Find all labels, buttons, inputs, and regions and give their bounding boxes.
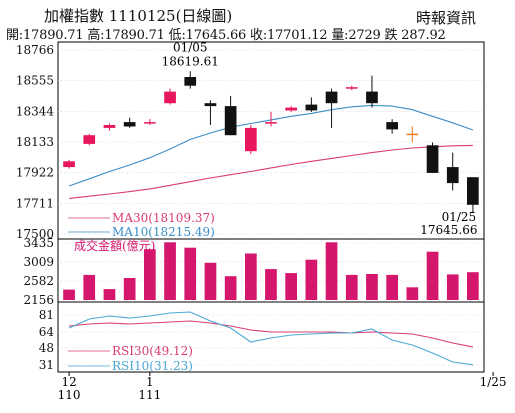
x-tick-label: 1 — [146, 375, 154, 389]
volume-bar — [345, 274, 358, 300]
rsi-line-rsi30 — [69, 320, 474, 348]
y-axis-labels: 17500 17711 17922 18133 18344 18555 18766 2156 2… — [16, 43, 55, 372]
y-tick-label: 48 — [39, 341, 54, 355]
low-annotation-date: 01/25 — [442, 210, 477, 224]
candle-body — [164, 91, 176, 104]
candle-body — [325, 91, 338, 104]
y-tick-label: 31 — [39, 358, 54, 372]
y-tick-label: 18555 — [16, 74, 54, 88]
volume-bar — [144, 249, 156, 300]
volume-bar — [386, 274, 398, 300]
y-tick-label: 2156 — [23, 293, 54, 307]
candle-body — [305, 104, 318, 111]
source-label: 時報資訊 — [416, 9, 477, 27]
volume-bar — [305, 259, 318, 300]
y-tick-label: 17500 — [16, 227, 54, 241]
candle-body — [446, 167, 459, 184]
candle-body — [184, 77, 197, 86]
rsi30-legend: RSI30(49.12) — [112, 344, 193, 358]
candle-body — [285, 107, 297, 111]
high-annotation-value: 18619.61 — [162, 54, 219, 68]
y-tick-label: 18133 — [16, 135, 54, 149]
ma30-legend: MA30(18109.37) — [112, 211, 215, 225]
y-tick-label: 2582 — [23, 274, 54, 288]
volume-bar — [446, 274, 459, 300]
candle-body — [467, 177, 479, 205]
y-tick-label: 17711 — [16, 196, 54, 210]
y-tick-label: 18344 — [16, 104, 55, 118]
high-annotation-date: 01/05 — [173, 40, 208, 54]
candle-body — [144, 122, 156, 124]
volume-bars — [63, 242, 479, 300]
candle-body — [83, 135, 96, 144]
candle-body — [366, 91, 378, 104]
x-tick-label: 110 — [58, 388, 81, 402]
volume-bar — [63, 289, 75, 300]
candle-body — [345, 87, 358, 89]
low-annotation-value: 17645.66 — [420, 223, 477, 237]
candle-body — [103, 125, 116, 128]
volume-bar — [123, 278, 136, 300]
candle-body — [386, 122, 398, 130]
candle-body — [426, 145, 439, 173]
candlesticks — [63, 71, 479, 213]
chart-labels: MA30(18109.37)MA10(18215.49)成交金額(億元) RSI3… — [68, 40, 478, 373]
stats-line: 開:17890.71 高:17890.71 低:17645.66 收:17701… — [6, 28, 446, 43]
volume-bar — [103, 289, 116, 300]
volume-bar — [184, 247, 197, 300]
candle-body — [245, 127, 257, 152]
y-tick-label: 64 — [39, 325, 55, 339]
volume-bar — [265, 269, 277, 300]
volume-title: 成交金額(億元) — [74, 238, 155, 253]
y-tick-label: 17922 — [16, 166, 54, 180]
rsi-lines — [68, 311, 474, 366]
x-tick-label: 111 — [138, 388, 161, 402]
rsi-line-rsi10 — [68, 311, 473, 366]
volume-bar — [164, 242, 176, 300]
plot-border — [57, 41, 485, 373]
chart-frame — [57, 41, 485, 373]
volume-bar — [467, 272, 479, 300]
x-tick-label: 1/25 — [480, 375, 507, 389]
candle-body — [123, 122, 136, 127]
volume-bar — [224, 276, 237, 300]
volume-bar — [406, 287, 419, 300]
y-tick-label: 3435 — [23, 236, 54, 250]
y-tick-label: 81 — [39, 308, 54, 322]
rsi10-legend: RSI10(31.23) — [112, 359, 193, 373]
candle-body — [406, 133, 419, 136]
y-tick-label: 18766 — [16, 43, 54, 57]
volume-bar — [83, 274, 96, 300]
x-tick-label: 12 — [61, 375, 76, 389]
chart-title: 加權指數 1110125(日線圖) — [44, 7, 233, 25]
volume-bar — [366, 274, 378, 300]
candle-body — [224, 106, 237, 136]
candle-body — [63, 161, 75, 168]
ma-line-ma30 — [69, 144, 473, 199]
grid-lines — [58, 49, 484, 366]
candle-body — [204, 103, 217, 107]
volume-bar — [245, 253, 257, 300]
ma10-legend: MA10(18215.49) — [112, 225, 215, 239]
volume-bar — [204, 262, 217, 300]
candle-body — [265, 122, 277, 124]
y-tick-label: 3009 — [23, 255, 54, 269]
volume-bar — [325, 242, 338, 300]
volume-bar — [426, 251, 439, 300]
volume-bar — [285, 273, 297, 300]
